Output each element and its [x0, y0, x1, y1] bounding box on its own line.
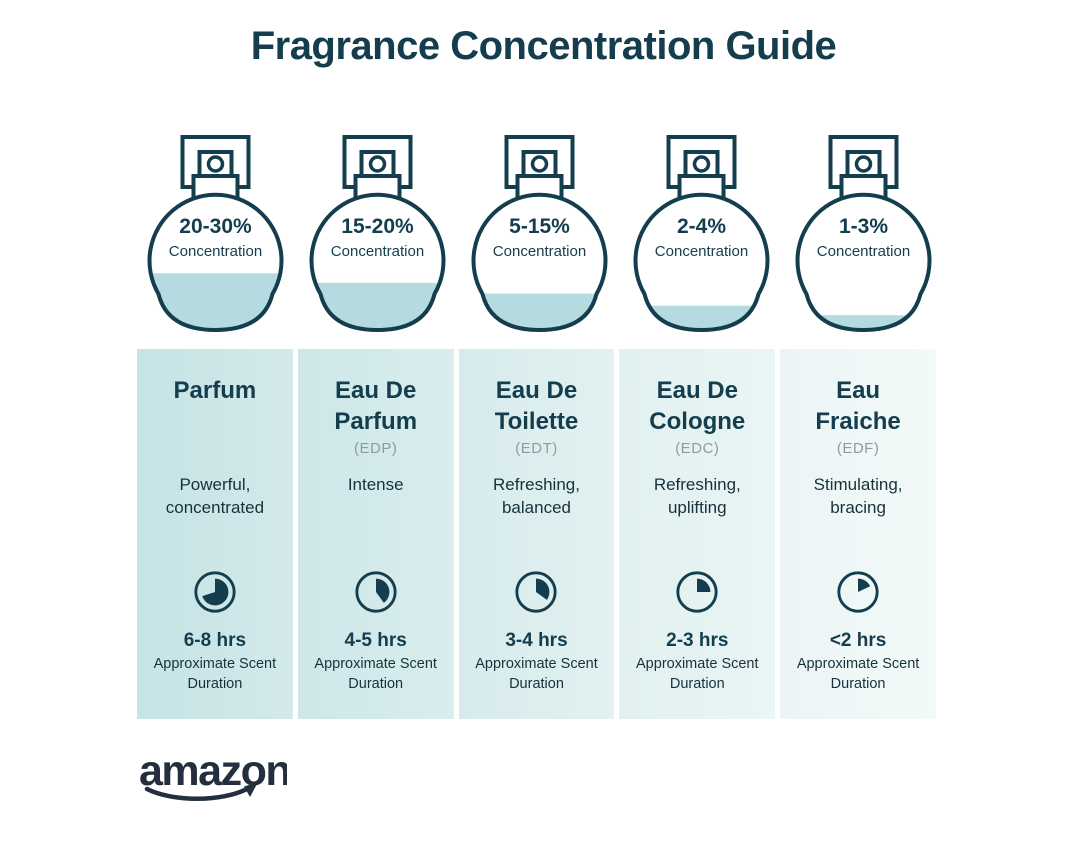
liquid-fill: [149, 273, 282, 330]
perfume-bottle-icon: 20-30% Concentration: [147, 135, 284, 332]
duration-value: 2-3 hrs: [666, 630, 729, 651]
duration-value: 6-8 hrs: [183, 630, 247, 651]
bottle-body-outline: [147, 192, 284, 332]
fragrance-description: Intense: [347, 475, 404, 494]
clock-icon: [837, 571, 879, 613]
nozzle-hole-icon: [368, 155, 387, 173]
clock-icon: [355, 571, 397, 613]
duration-value: 3-4 hrs: [505, 630, 568, 651]
perfume-bottle-icon: 2-4% Concentration: [633, 135, 770, 332]
bottle-body-outline: [309, 192, 446, 332]
cards-row: Parfum Powerful, concentrated 6-8 hrs Ap…: [137, 349, 936, 719]
fragrance-name: Eau De Toilette: [494, 377, 579, 435]
fragrance-card-eau-de-cologne: Eau De Cologne (EDC) Refreshing, uplifti…: [619, 349, 776, 719]
smile-icon: [144, 786, 250, 801]
fragrance-card-parfum: Parfum Powerful, concentrated 6-8 hrs Ap…: [137, 349, 293, 719]
concentration-label: Concentration: [331, 243, 424, 260]
fragrance-name: Eau Fraiche: [815, 377, 901, 435]
concentration-value: 1-3%: [839, 215, 888, 238]
concentration-value: 15-20%: [341, 215, 414, 238]
duration-value: <2 hrs: [829, 630, 887, 651]
fragrance-description: Refreshing, uplifting: [653, 475, 741, 517]
bottle-body-outline: [633, 192, 770, 332]
bottle-group: 20-30% Concentration: [137, 134, 294, 346]
fragrance-name: Eau De Parfum: [334, 377, 418, 435]
fragrance-description: Refreshing, balanced: [493, 475, 580, 517]
nozzle-hole-icon: [854, 155, 873, 173]
duration-label: Approximate Scent Duration: [314, 656, 437, 692]
concentration-value: 20-30%: [179, 215, 252, 238]
bottle-body-outline: [471, 192, 608, 332]
amazon-logo: amazon: [137, 743, 1087, 810]
fragrance-abbr: (EDC): [675, 440, 720, 457]
clock-icon: [194, 571, 236, 613]
liquid-fill: [311, 282, 444, 330]
concentration-label: Concentration: [493, 243, 586, 260]
fragrance-card-eau-fraiche: Eau Fraiche (EDF) Stimulating, bracing <…: [780, 349, 936, 719]
duration-label: Approximate Scent Duration: [475, 656, 598, 692]
perfume-bottle-icon: 15-20% Concentration: [309, 135, 446, 332]
page-title: Fragrance Concentration Guide: [250, 24, 837, 68]
amazon-logo-text: amazon: [139, 747, 287, 795]
fragrance-abbr: (EDF): [836, 440, 880, 457]
concentration-label: Concentration: [817, 243, 910, 260]
bottle-body-outline: [795, 192, 932, 332]
nozzle-hole-icon: [692, 155, 711, 173]
duration-label: Approximate Scent Duration: [636, 656, 759, 692]
bottle-group: 2-4% Concentration: [623, 134, 780, 346]
bottle-group: 5-15% Concentration: [461, 134, 618, 346]
bottle-group: 15-20% Concentration: [299, 134, 456, 346]
fragrance-description: Powerful, concentrated: [165, 475, 265, 517]
fragrance-abbr: (EDP): [354, 440, 398, 457]
fragrance-name: Parfum: [173, 377, 257, 404]
clock-icon: [515, 571, 558, 613]
clock-icon: [676, 571, 718, 613]
duration-label: Approximate Scent Duration: [153, 656, 277, 692]
concentration-value: 2-4%: [677, 215, 726, 238]
fragrance-card-eau-de-toilette: Eau De Toilette (EDT) Refreshing, balanc…: [458, 349, 615, 719]
nozzle-hole-icon: [530, 155, 549, 173]
perfume-bottle-icon: 5-15% Concentration: [471, 135, 608, 332]
bottle-group: 1-3% Concentration: [785, 134, 942, 346]
bottles-row: 20-30% Concentration 15-20% Concentratio…: [137, 134, 936, 346]
duration-label: Approximate Scent Duration: [796, 656, 920, 692]
fragrance-name: Eau De Cologne: [649, 377, 746, 435]
smile-arrow-icon: [244, 782, 258, 797]
concentration-label: Concentration: [655, 243, 748, 260]
fragrance-abbr: (EDT): [515, 440, 558, 457]
concentration-value: 5-15%: [509, 215, 570, 238]
perfume-bottle-icon: 1-3% Concentration: [795, 135, 932, 332]
concentration-label: Concentration: [169, 243, 262, 260]
duration-value: 4-5 hrs: [344, 630, 407, 651]
fragrance-description: Stimulating, bracing: [813, 475, 903, 517]
fragrance-card-eau-de-parfum: Eau De Parfum (EDP) Intense 4-5 hrs Appr…: [297, 349, 454, 719]
nozzle-hole-icon: [206, 155, 225, 173]
